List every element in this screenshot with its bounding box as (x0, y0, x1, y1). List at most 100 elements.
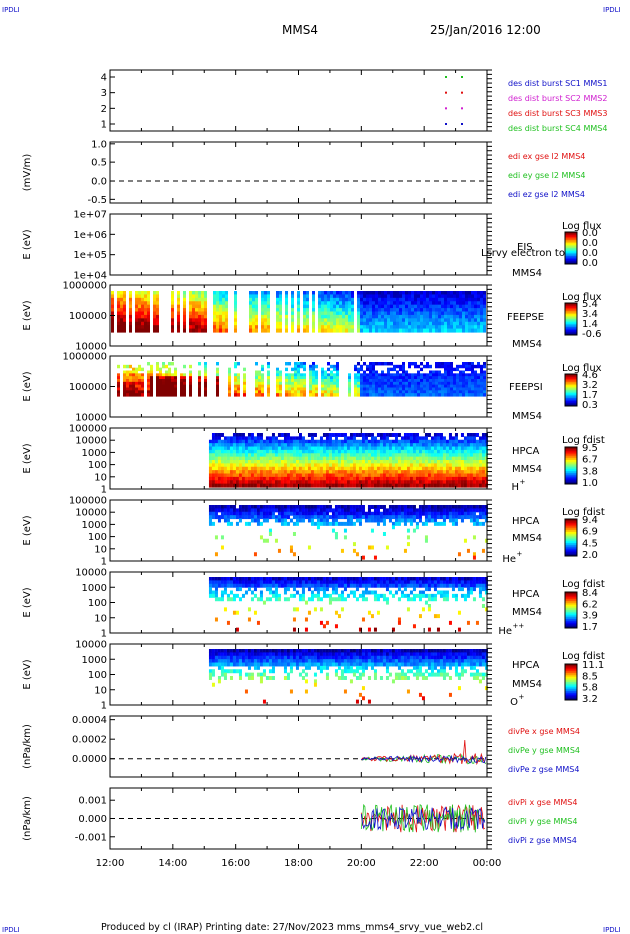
heat-cell (447, 387, 450, 391)
heat-cell (373, 436, 377, 441)
heat-cell (369, 362, 372, 366)
heat-cell (400, 511, 404, 516)
colorbar-cell (565, 382, 577, 385)
colorbar-cell (565, 530, 577, 533)
heat-cell (433, 470, 437, 475)
heat-cell (295, 577, 299, 581)
heat-cell (204, 387, 207, 391)
heat-cell (372, 379, 375, 383)
heat-cell (340, 470, 344, 475)
heat-cell (360, 328, 363, 333)
heat-cell (217, 659, 221, 664)
heat-cell (138, 384, 141, 389)
heat-cell (471, 311, 474, 316)
heat-cell (253, 662, 257, 667)
heat-cell (208, 439, 212, 444)
heat-cell (444, 314, 447, 319)
heat-cell (174, 376, 177, 380)
heat-cell (333, 304, 336, 309)
heat-cell (429, 328, 432, 333)
heat-cell (217, 480, 221, 485)
heat-cell (346, 521, 350, 526)
heat-cell (180, 373, 183, 377)
heat-cell (417, 328, 420, 333)
heat-cell (343, 511, 347, 516)
heat-cell (421, 453, 425, 458)
heat-cell (274, 649, 278, 653)
heat-cell (249, 301, 252, 306)
heat-cell (396, 379, 399, 383)
heat-cell (328, 436, 332, 441)
heat-cell (390, 291, 393, 296)
heat-cell (208, 676, 212, 680)
colorbar-cell (565, 394, 577, 397)
heat-cell (316, 580, 320, 585)
heat-cell (402, 314, 405, 319)
heat-cell (403, 453, 407, 458)
heat-cell (366, 393, 369, 397)
heat-cell (343, 433, 347, 437)
heat-cell (226, 443, 230, 448)
heat-cell (408, 291, 411, 296)
heat-cell (435, 370, 438, 374)
heat-cell (232, 463, 236, 468)
heat-cell (373, 453, 377, 458)
heat-cell (328, 521, 332, 526)
heat-cell (316, 577, 320, 581)
heat-cell (244, 508, 248, 513)
heat-cell (244, 453, 248, 458)
heat-cell (481, 470, 485, 475)
heat-cell (301, 439, 305, 444)
heat-cell (250, 590, 254, 595)
heat-cell (456, 304, 459, 309)
heat-cell (342, 304, 345, 309)
heat-cell (258, 376, 261, 380)
heat-cell (307, 473, 311, 478)
heat-cell (357, 314, 360, 319)
heat-cell (213, 304, 216, 309)
heat-cell (337, 483, 341, 488)
heat-cell (349, 453, 353, 458)
heat-cell (279, 381, 282, 386)
heat-cell (244, 449, 248, 454)
heat-cell (271, 652, 275, 657)
heat-cell (463, 577, 467, 581)
heat-cell (435, 314, 438, 319)
heat-cell (472, 446, 476, 451)
heat-cell (250, 508, 254, 513)
heat-cell (418, 583, 422, 588)
heat-cell (316, 515, 320, 520)
heat-cell (318, 325, 321, 330)
heat-cell (235, 508, 239, 513)
heat-cell (306, 321, 309, 326)
heat-cell (229, 460, 233, 464)
heat-cell (268, 515, 272, 520)
heat-cell (289, 505, 293, 509)
heat-cell (204, 325, 207, 330)
heat-cell (435, 387, 438, 391)
heat-cell (262, 511, 266, 516)
heat-cell (243, 379, 246, 383)
heat-cell (132, 379, 135, 383)
heat-cell (277, 449, 281, 454)
heat-cell (337, 511, 341, 516)
heat-cell (276, 308, 279, 313)
heat-cell (430, 446, 434, 451)
heat-cell (463, 583, 467, 588)
heat-cell (438, 390, 441, 394)
heat-cell (391, 473, 395, 478)
colorbar-cell (565, 240, 577, 243)
heat-cell (367, 483, 371, 488)
heat-cell (208, 593, 212, 598)
heat-cell (381, 370, 384, 374)
heat-cell (453, 294, 456, 299)
heat-cell (477, 304, 480, 309)
heat-cell (357, 370, 360, 374)
heat-cell (279, 390, 282, 394)
heat-cell (271, 463, 275, 468)
heat-cell (313, 470, 317, 475)
heat-cell (430, 518, 434, 523)
heat-cell (343, 443, 347, 448)
heat-cell (229, 511, 233, 516)
heat-cell (439, 483, 443, 488)
